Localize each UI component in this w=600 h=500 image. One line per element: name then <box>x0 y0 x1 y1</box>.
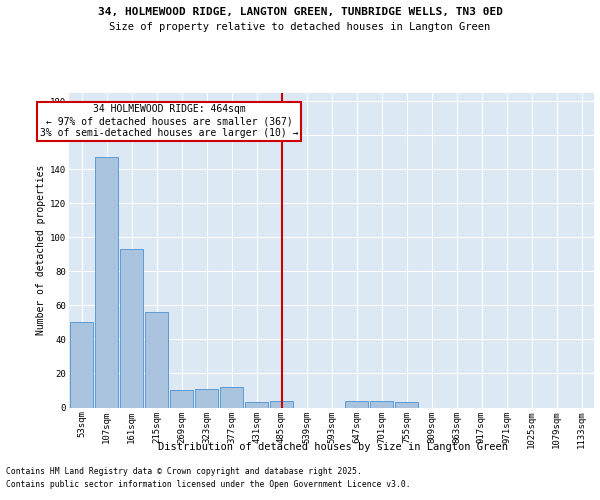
Y-axis label: Number of detached properties: Number of detached properties <box>36 165 46 335</box>
Text: Size of property relative to detached houses in Langton Green: Size of property relative to detached ho… <box>109 22 491 32</box>
Bar <box>344 400 368 407</box>
Bar <box>245 402 268 407</box>
Bar <box>194 389 218 407</box>
Bar <box>269 400 293 407</box>
Text: 34 HOLMEWOOD RIDGE: 464sqm
← 97% of detached houses are smaller (367)
3% of semi: 34 HOLMEWOOD RIDGE: 464sqm ← 97% of deta… <box>40 104 298 138</box>
Text: Contains public sector information licensed under the Open Government Licence v3: Contains public sector information licen… <box>6 480 410 489</box>
Bar <box>370 400 394 407</box>
Bar <box>119 249 143 408</box>
Bar <box>395 402 418 407</box>
Bar <box>145 312 169 408</box>
Text: 34, HOLMEWOOD RIDGE, LANGTON GREEN, TUNBRIDGE WELLS, TN3 0ED: 34, HOLMEWOOD RIDGE, LANGTON GREEN, TUNB… <box>97 8 503 18</box>
Bar <box>170 390 193 407</box>
Text: Distribution of detached houses by size in Langton Green: Distribution of detached houses by size … <box>158 442 508 452</box>
Bar <box>95 157 118 407</box>
Bar <box>70 322 94 408</box>
Bar <box>220 387 244 407</box>
Text: Contains HM Land Registry data © Crown copyright and database right 2025.: Contains HM Land Registry data © Crown c… <box>6 467 362 476</box>
